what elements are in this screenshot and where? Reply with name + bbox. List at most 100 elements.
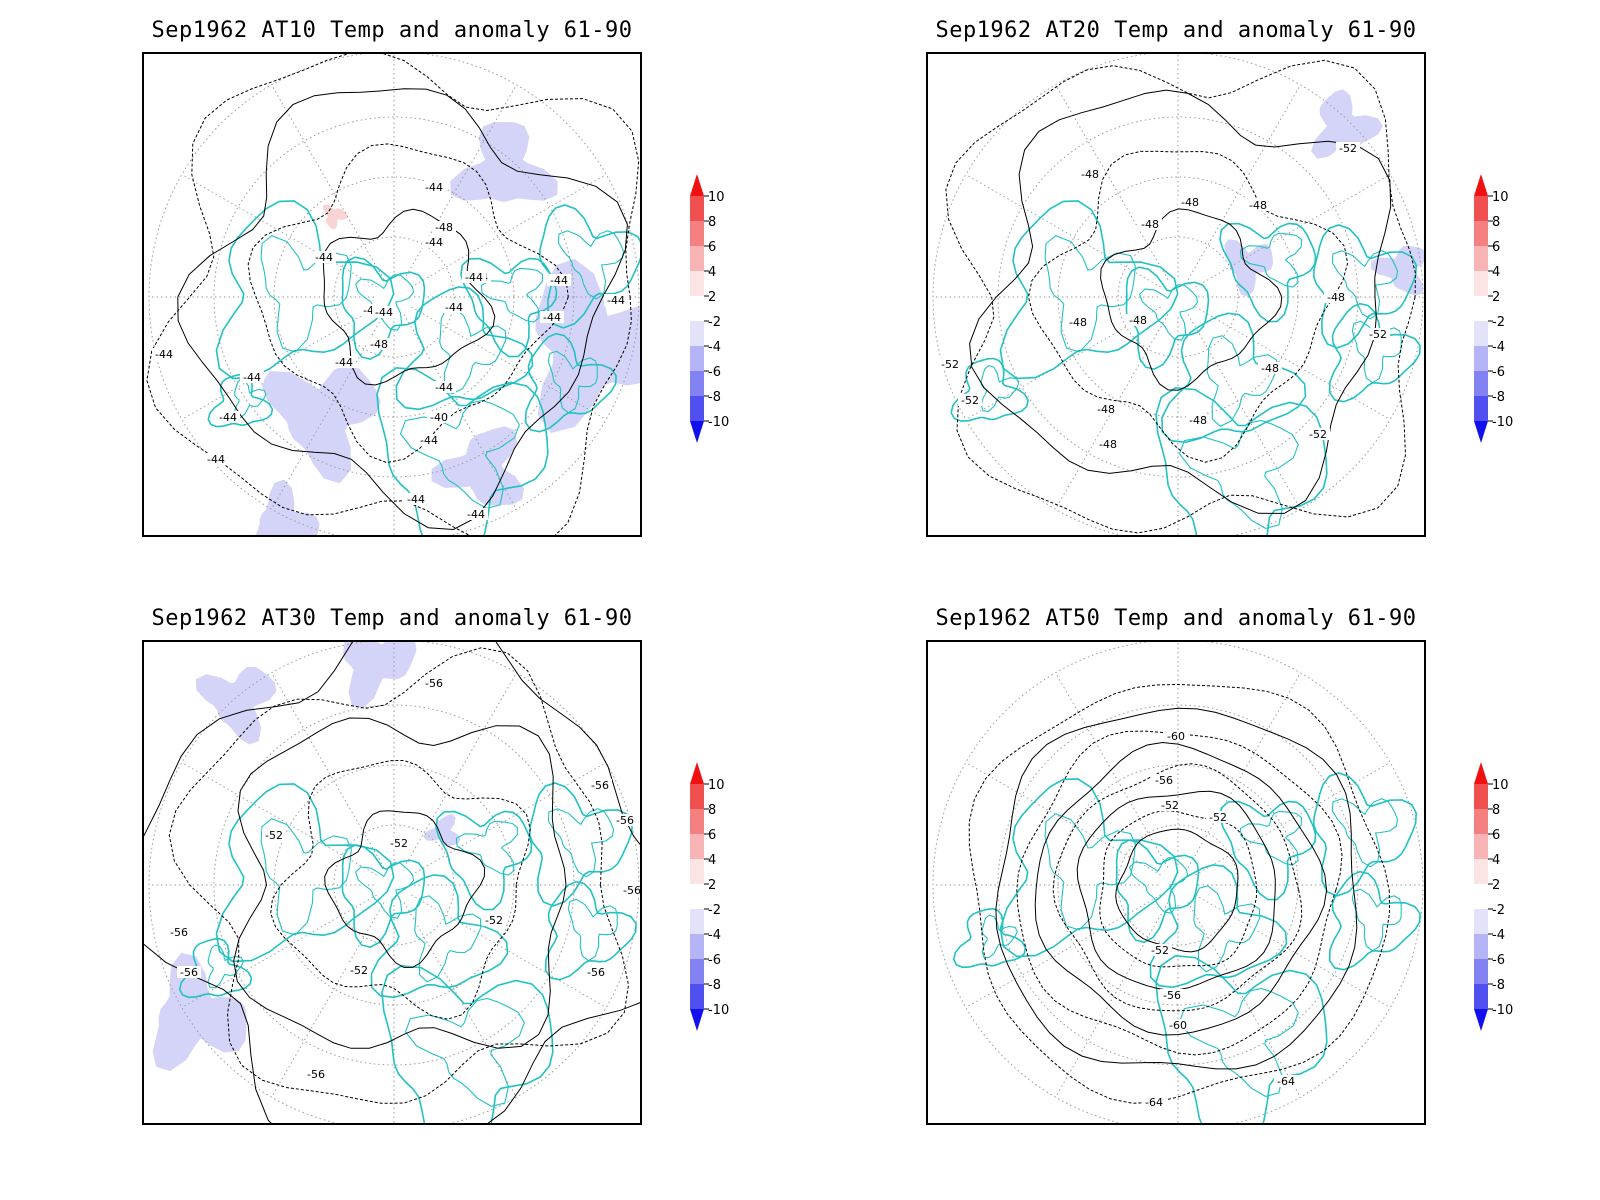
contour-label: -48 bbox=[1189, 414, 1207, 427]
contour-label-bg bbox=[177, 966, 201, 978]
contour-label: -44 bbox=[425, 236, 443, 249]
contour-label: -60 bbox=[1169, 1019, 1187, 1032]
colorbar-segment bbox=[690, 809, 704, 834]
colorbar-segment bbox=[1474, 396, 1488, 421]
contour-label: -56 bbox=[591, 779, 609, 792]
meridian-line bbox=[1187, 314, 1301, 510]
latitude-circle bbox=[1117, 236, 1239, 358]
contour-label-bg bbox=[422, 677, 446, 689]
colorbar-segment bbox=[690, 909, 704, 934]
country-border bbox=[981, 914, 1018, 959]
contour-label: -44 bbox=[407, 493, 425, 506]
contour-label-bg bbox=[1186, 414, 1210, 426]
country-border bbox=[260, 235, 352, 353]
temperature-contour bbox=[247, 143, 569, 464]
anomaly-shading-negative bbox=[450, 122, 558, 202]
meridian-line bbox=[403, 672, 517, 868]
meridian-line bbox=[1055, 902, 1169, 1098]
colorbar-segment bbox=[1474, 809, 1488, 834]
panel-title-at20: Sep1962 AT20 Temp and anomaly 61-90 bbox=[935, 18, 1417, 43]
colorbar-label: -6 bbox=[708, 953, 721, 968]
coastline bbox=[999, 200, 1179, 380]
contour-label-bg bbox=[1178, 196, 1202, 208]
temperature-contour bbox=[1034, 741, 1328, 1036]
contour-label: -56 bbox=[170, 926, 188, 939]
latitude-circle bbox=[1117, 824, 1239, 946]
colorbar-segment bbox=[690, 934, 704, 959]
colorbar-label: -10 bbox=[1492, 1003, 1513, 1018]
colorbar-label: 4 bbox=[1492, 853, 1500, 868]
contour-label-bg bbox=[1306, 428, 1330, 440]
colorbar-label: 4 bbox=[1492, 265, 1500, 280]
contour-label-bg bbox=[347, 964, 371, 976]
coastline bbox=[528, 782, 634, 907]
temperature-contour bbox=[1016, 730, 1343, 1056]
contour-label: -48 bbox=[1327, 291, 1345, 304]
contour-label-bg bbox=[482, 914, 506, 926]
contour-label: -48 bbox=[1069, 316, 1087, 329]
colorbar-at30: 10 8 6 4 2 -2 -4 -6 -8 -10 bbox=[690, 762, 729, 1031]
colorbar-label: 6 bbox=[1492, 240, 1500, 255]
country-border bbox=[355, 274, 415, 331]
coastline bbox=[1219, 222, 1317, 323]
colorbar-label: -2 bbox=[1492, 903, 1505, 918]
anomaly-shading-negative bbox=[195, 666, 277, 745]
latitude-circle bbox=[932, 54, 1424, 535]
temperature-contour bbox=[1115, 828, 1239, 953]
colorbar-label: -4 bbox=[708, 340, 721, 355]
contour-label-bg bbox=[1126, 314, 1150, 326]
colorbar-segment bbox=[690, 884, 704, 909]
colorbar-segment bbox=[1474, 246, 1488, 271]
contour-label: -44 bbox=[375, 306, 393, 319]
contour-label-bg bbox=[216, 411, 240, 423]
temperature-contour bbox=[945, 59, 1416, 534]
colorbar-label: 10 bbox=[1492, 190, 1509, 205]
meridian-line bbox=[411, 306, 607, 420]
contour-label: -44 bbox=[550, 274, 568, 287]
contour-label: -44 bbox=[435, 381, 453, 394]
contour-label: -44 bbox=[445, 301, 463, 314]
colorbar-segment bbox=[690, 396, 704, 421]
coastline bbox=[524, 332, 617, 433]
contour-label: -52 bbox=[350, 964, 368, 977]
contour-label-bg bbox=[204, 453, 228, 465]
contour-label-bg bbox=[1160, 989, 1184, 1001]
latitude-circle bbox=[997, 704, 1359, 1066]
colorbar-arrow-top bbox=[690, 174, 704, 196]
colorbar-label: -2 bbox=[708, 903, 721, 918]
colorbar-segment bbox=[1474, 834, 1488, 859]
colorbar-segment bbox=[1474, 909, 1488, 934]
coastline bbox=[341, 256, 426, 361]
contour-label-bg bbox=[1274, 1075, 1298, 1087]
coastline bbox=[999, 778, 1179, 958]
colorbar-arrow-bottom bbox=[690, 1009, 704, 1031]
contour-label: -44 bbox=[219, 411, 237, 424]
contour-label-bg bbox=[1078, 168, 1102, 180]
contour-label: -48 bbox=[1129, 314, 1147, 327]
map-panel-at30: -56 -56 -56 -56 -52 -52 -52 -56 -56 -52 -56 -56 bbox=[142, 640, 642, 1125]
colorbar-segment bbox=[1474, 784, 1488, 809]
colorbar-segment bbox=[690, 321, 704, 346]
contour-label: -56 bbox=[307, 1068, 325, 1081]
map-panel-at10: -44 -44 -48 -44 -44 -44 -44 -44 -48 -44 -44 -44 -44 -… bbox=[142, 52, 642, 537]
colorbar-label: 4 bbox=[708, 265, 716, 280]
country-border bbox=[480, 267, 544, 323]
contour-label: -56 bbox=[616, 814, 634, 827]
contour-label: -48 bbox=[1249, 199, 1267, 212]
anomaly-shading-negative bbox=[255, 479, 320, 535]
colorbar-segment bbox=[690, 859, 704, 884]
colorbar-segment bbox=[1474, 296, 1488, 321]
contour-label: -48 bbox=[1141, 218, 1159, 231]
contour-label: -44 bbox=[465, 271, 483, 284]
colorbar-label: 2 bbox=[708, 290, 716, 305]
colorbar-label: 10 bbox=[1492, 778, 1509, 793]
colorbar-segment bbox=[1474, 959, 1488, 984]
meridian-line bbox=[1195, 174, 1391, 288]
temperature-contour bbox=[1100, 208, 1283, 391]
contour-label-bg bbox=[462, 271, 486, 283]
country-border bbox=[439, 307, 507, 395]
colorbar-label: -6 bbox=[708, 365, 721, 380]
contour-label-bg bbox=[332, 356, 356, 368]
contour-label: -44 bbox=[243, 371, 261, 384]
contour-label: -56 bbox=[623, 884, 641, 897]
